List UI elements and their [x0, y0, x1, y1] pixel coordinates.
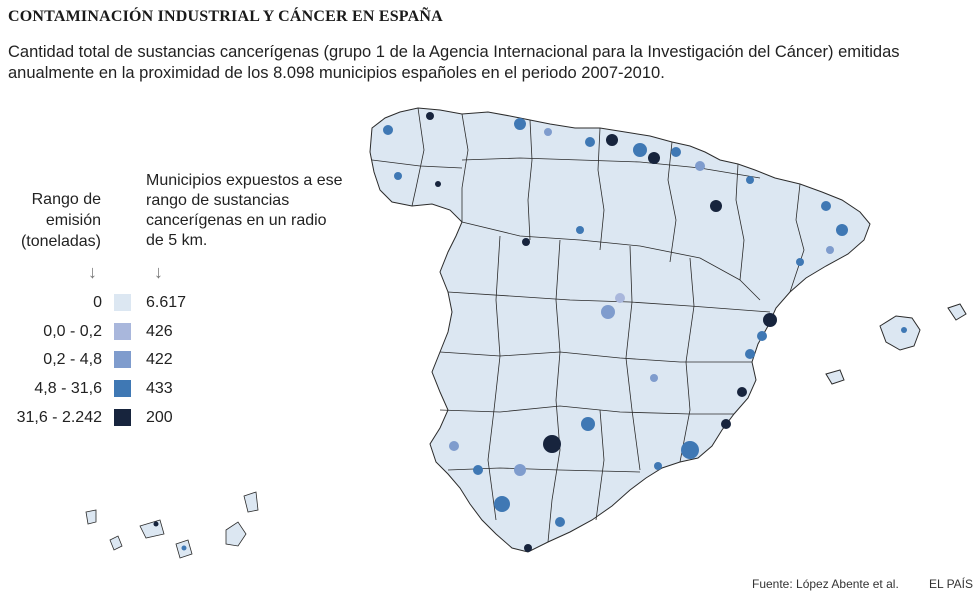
- legend-range: 0,0 - 0,2: [43, 323, 102, 340]
- page-title: CONTAMINACIÓN INDUSTRIAL Y CÁNCER EN ESP…: [8, 8, 443, 25]
- legend-swatch: [114, 409, 131, 426]
- legend-range: 0: [93, 294, 102, 311]
- legend-swatch: [114, 323, 131, 340]
- legend-range: 0,2 - 4,8: [43, 351, 102, 368]
- legend-row: 0 6.617: [0, 293, 260, 313]
- arrow-down-icon: ↓: [154, 262, 163, 282]
- legend-range: 4,8 - 31,6: [34, 380, 102, 397]
- legend-count: 422: [146, 351, 173, 368]
- legend-count-header: Municipios expuestos a ese rango de sust…: [146, 172, 343, 249]
- legend-swatch: [114, 380, 131, 397]
- source-credit: Fuente: López Abente et al.: [752, 577, 899, 591]
- legend-row: 0,0 - 0,2 426: [0, 322, 260, 342]
- legend-row: 31,6 - 2.242 200: [0, 408, 260, 428]
- brand-credit: EL PAÍS: [929, 577, 974, 591]
- legend-count: 6.617: [146, 294, 187, 311]
- legend-swatch: [114, 351, 131, 368]
- arrow-down-icon: ↓: [88, 262, 97, 282]
- legend-range-header: Rango de emisión (toneladas): [20, 191, 101, 250]
- legend-swatch: [114, 294, 131, 311]
- emission-patches: [383, 112, 848, 552]
- legend-row: 4,8 - 31,6 433: [0, 379, 260, 399]
- balearic-islands: [879, 315, 921, 351]
- province-borders: [371, 107, 805, 543]
- peninsula-shape: [369, 107, 871, 553]
- legend-count: 426: [146, 323, 173, 340]
- subtitle: Cantidad total de sustancias cancerígena…: [8, 43, 900, 82]
- legend-row: 0,2 - 4,8 422: [0, 350, 260, 370]
- legend-range: 31,6 - 2.242: [16, 409, 102, 426]
- legend-count: 200: [146, 409, 173, 426]
- canary-islands: [85, 491, 259, 559]
- legend-count: 433: [146, 380, 173, 397]
